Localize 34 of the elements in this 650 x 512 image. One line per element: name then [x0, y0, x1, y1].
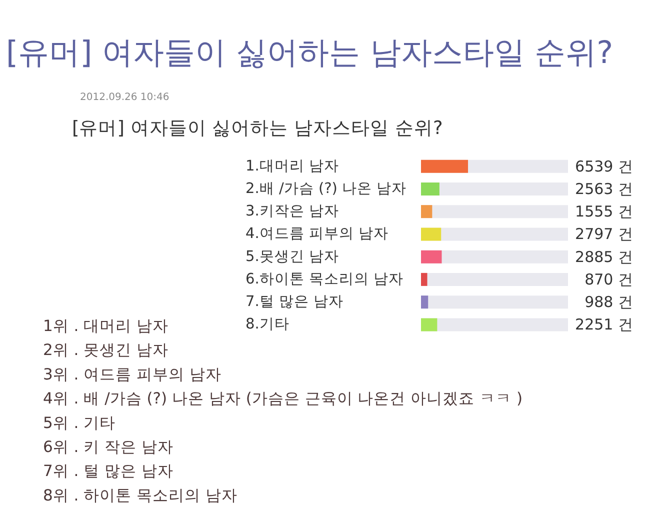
text: 2012.09.26 10:46 — [80, 92, 170, 103]
data-label: 870 건 — [584, 270, 633, 288]
y-tick-label: 8.기타 — [246, 316, 290, 333]
y-tick-label: 3.키작은 남자 — [246, 204, 339, 220]
bar — [421, 250, 442, 264]
y-tick-label: 5.못생긴 남자 — [246, 248, 339, 265]
text: 2위 . 못생긴 남자 — [43, 341, 169, 360]
bar — [421, 182, 440, 196]
data-label: 2251 건 — [575, 316, 633, 334]
text: 6위 . 키 작은 남자 — [43, 438, 174, 456]
text: 3위 . 여드름 피부의 남자 — [43, 365, 222, 384]
y-tick-label: 2.배 /가슴 (?) 나온 남자 — [246, 180, 407, 197]
bar — [421, 205, 432, 218]
bar — [421, 296, 428, 309]
y-tick-label: 7.털 많은 남자 — [246, 294, 344, 310]
data-label: 2797 건 — [575, 225, 633, 244]
data-label: 1555 건 — [575, 202, 633, 221]
text: 1위 . 대머리 남자 — [43, 317, 169, 335]
y-tick-label: 6.하이톤 목소리의 남자 — [246, 271, 404, 288]
y-tick-label: 4.여드름 피부의 남자 — [246, 226, 389, 242]
text: [유머] 여자들이 싫어하는 남자스타일 순위? — [72, 118, 443, 139]
data-label: 2563 건 — [575, 180, 633, 198]
bar — [421, 228, 442, 241]
y-tick-label: 1.대머리 남자 — [246, 158, 339, 174]
text: 4위 . 배 /가슴 (?) 나온 남자 (가슴은 근육이 나온건 아니겠죠 ㅋㅋ ) — [43, 390, 523, 408]
text: 5위 . 기타 — [43, 414, 116, 432]
data-label: 6539 건 — [575, 157, 633, 176]
text: 8위 . 하이톤 목소리의 남자 — [43, 486, 238, 504]
bar — [421, 272, 428, 286]
data-label: 988 건 — [584, 293, 633, 312]
data-label: 2885 건 — [575, 248, 633, 266]
text: 7위 . 털 많은 남자 — [43, 462, 174, 480]
chart-title: [유머] 여자들이 싫어하는 남자스타일 순위? — [6, 35, 614, 71]
bar — [421, 318, 438, 332]
